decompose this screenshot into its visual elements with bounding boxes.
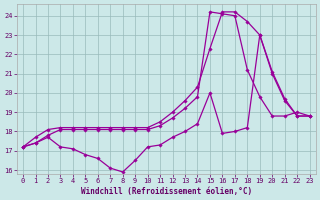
X-axis label: Windchill (Refroidissement éolien,°C): Windchill (Refroidissement éolien,°C) xyxy=(81,187,252,196)
